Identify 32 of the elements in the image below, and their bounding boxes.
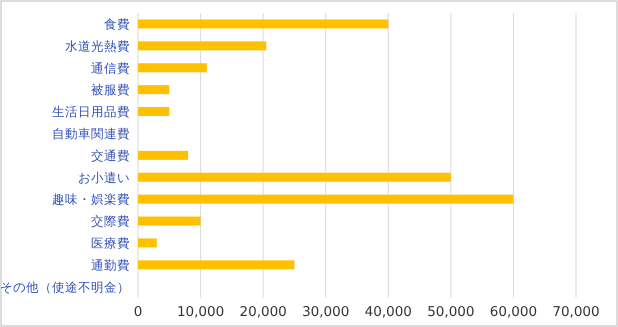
bar	[138, 150, 188, 160]
bar	[138, 238, 157, 248]
x-tick-label: 50,000	[427, 304, 474, 320]
x-tick-label: 20,000	[240, 304, 287, 320]
bar	[138, 216, 201, 226]
bar	[138, 107, 170, 116]
y-tick-label: 食費	[104, 16, 130, 32]
bar	[138, 63, 207, 72]
y-tick-label: 交際費	[91, 214, 130, 229]
y-tick-label: 通勤費	[91, 257, 130, 272]
y-tick-label: お小遣い	[78, 170, 130, 185]
x-tick-label: 70,000	[552, 304, 600, 320]
bar	[138, 41, 266, 50]
x-tick-label: 10,000	[176, 304, 224, 320]
y-tick-label: 医療費	[91, 235, 130, 250]
y-tick-label: 趣味・娯楽費	[52, 192, 130, 207]
y-tick-label: その他（使途不明金）	[0, 279, 130, 294]
bar	[138, 260, 294, 270]
x-tick-label: 60,000	[490, 304, 538, 320]
y-tick-label: 自動車関連費	[52, 126, 130, 141]
y-tick-label: 被服費	[91, 82, 130, 98]
bar	[138, 194, 514, 204]
bar	[138, 19, 388, 28]
y-tick-label: 通信費	[91, 60, 130, 76]
x-tick-label: 0	[134, 304, 142, 320]
bar	[138, 85, 170, 94]
x-tick-label: 30,000	[302, 304, 350, 320]
y-tick-label: 水道光熱費	[65, 38, 130, 54]
y-tick-label: 交通費	[91, 148, 130, 163]
x-tick-label: 40,000	[364, 304, 412, 320]
bar	[138, 172, 451, 182]
y-tick-label: 生活日用品費	[52, 104, 130, 120]
